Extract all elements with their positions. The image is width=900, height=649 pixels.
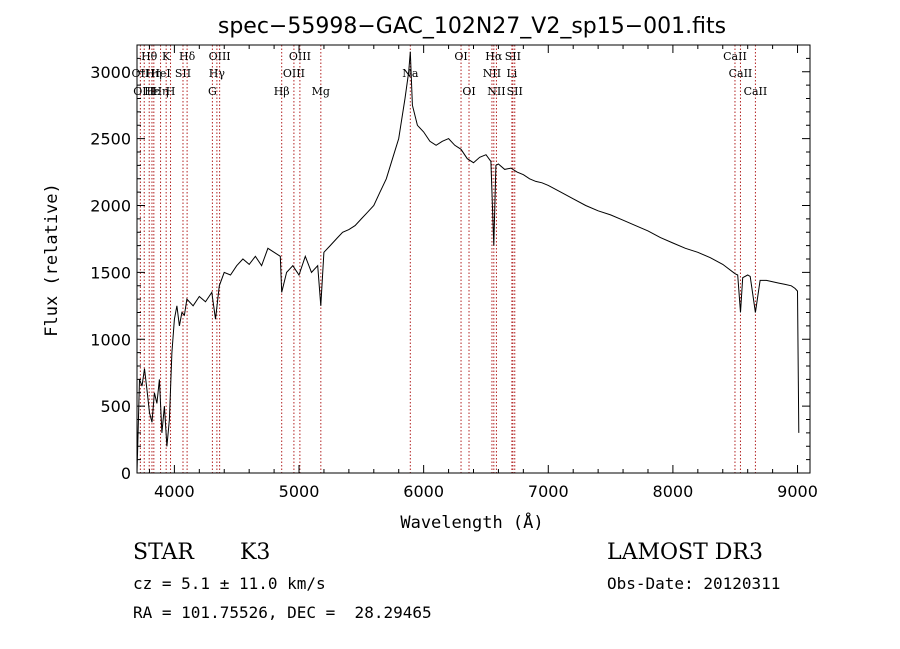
line-label: OII (132, 67, 150, 80)
line-label: NII (487, 85, 505, 98)
chart-title: spec−55998−GAC_102N27_V2_sp15−001.fits (218, 14, 726, 39)
x-tick-label: 5000 (279, 482, 320, 501)
line-label: G (208, 85, 217, 98)
y-tick-label: 2000 (90, 197, 131, 216)
x-tick-label: 8000 (653, 482, 694, 501)
line-label: SII (175, 67, 191, 80)
line-label: Mg (312, 85, 330, 98)
line-label: CaII (729, 67, 753, 80)
line-label: Hα (485, 50, 503, 63)
line-label: NII (483, 67, 501, 80)
line-label: OIII (283, 67, 305, 80)
x-tick-label: 6000 (403, 482, 444, 501)
line-label: OIII (133, 85, 155, 98)
coordinates-text: RA = 101.75526, DEC = 28.29465 (133, 603, 432, 622)
line-label: Na (402, 67, 419, 80)
emission-line-markers (139, 45, 756, 473)
y-axis-label: Flux (relative) (42, 183, 62, 337)
line-label: Hβ (274, 85, 290, 98)
line-label: CaII (723, 50, 747, 63)
line-label: OI (462, 85, 475, 98)
line-label: Hη (152, 85, 168, 98)
line-label: HeI (150, 67, 170, 80)
x-axis-label: Wavelength (Å) (400, 511, 543, 533)
line-label: Hε (144, 85, 160, 98)
line-label: SII (507, 85, 523, 98)
line-label: Hη (146, 67, 162, 80)
y-axis: 0 500 1000 1500 2000 2500 3000 (90, 44, 810, 483)
object-subclass: K3 (240, 540, 271, 565)
y-tick-label: 2500 (90, 130, 131, 149)
y-tick-label: 0 (121, 464, 131, 483)
line-label: CaII (744, 85, 768, 98)
plot-frame (136, 44, 811, 474)
line-label: SII (505, 50, 521, 63)
line-label: Li (506, 67, 517, 80)
x-tick-label: 4000 (154, 482, 195, 501)
survey-name: LAMOST DR3 (607, 540, 763, 565)
line-label: Hδ (179, 50, 196, 63)
x-tick-label: 7000 (528, 482, 569, 501)
y-tick-label: 500 (100, 397, 131, 416)
spectrum-line (136, 51, 800, 474)
x-tick-label: 9000 (777, 482, 818, 501)
line-label: Hθ (141, 50, 158, 63)
redshift-text: cz = 5.1 ± 11.0 km/s (133, 574, 326, 593)
y-tick-label: 1000 (90, 330, 131, 349)
spectrum-chart: spec−55998−GAC_102N27_V2_sp15−001.fits H… (42, 14, 818, 533)
line-label: OIII (289, 50, 311, 63)
observation-date: Obs-Date: 20120311 (607, 574, 781, 593)
y-tick-label: 1500 (90, 263, 131, 282)
line-label: OI (454, 50, 467, 63)
line-label: H (166, 85, 176, 98)
y-tick-label: 3000 (90, 63, 131, 82)
line-label: K (162, 50, 171, 63)
line-label: Hγ (209, 67, 226, 80)
object-class: STAR (133, 540, 194, 565)
line-label: OIII (209, 50, 231, 63)
x-axis: 4000 5000 6000 7000 8000 9000 (148, 45, 818, 501)
